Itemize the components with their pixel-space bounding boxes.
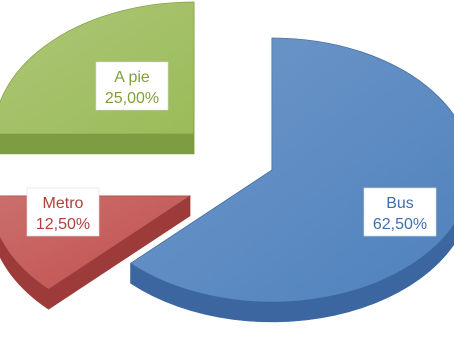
data-label-value: 25,00%	[105, 90, 159, 107]
data-label-a-pie: A pie 25,00%	[95, 61, 169, 111]
data-label-bus: Bus 62,50%	[363, 187, 437, 237]
data-label-value: 62,50%	[373, 216, 427, 233]
data-label-category: Bus	[386, 195, 414, 212]
data-label-value: 12,50%	[36, 216, 90, 233]
data-label-category: Metro	[43, 195, 84, 212]
data-label-metro: Metro 12,50%	[26, 187, 100, 237]
data-label-category: A pie	[114, 69, 150, 86]
